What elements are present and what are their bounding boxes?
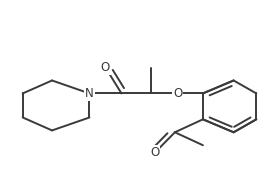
Text: O: O (150, 146, 159, 159)
Text: O: O (101, 61, 110, 74)
Text: N: N (85, 87, 94, 100)
Text: O: O (173, 87, 182, 100)
